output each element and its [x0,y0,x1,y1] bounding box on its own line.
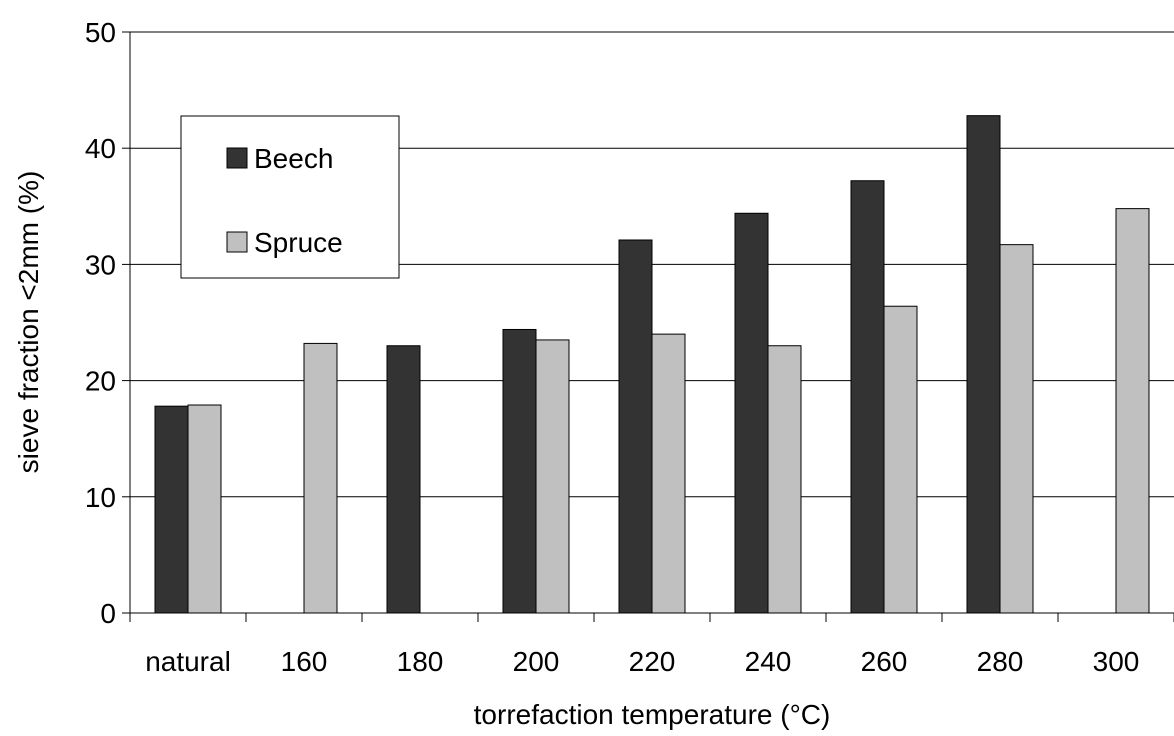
y-axis-title: sieve fraction <2mm (%) [13,171,44,474]
y-tick-label: 20 [85,366,116,397]
bar-beech-220 [618,239,653,614]
bar-beech-180 [386,345,421,614]
bar-beech-240 [734,212,769,614]
y-tick-labels: 0 10 20 30 40 50 [85,17,116,629]
bar-beech-280 [966,115,1001,614]
bar-spruce-160 [303,342,338,614]
legend: Beech Spruce [180,115,400,279]
x-tick-labels: natural 160 180 200 220 240 260 280 300 [145,646,1139,677]
bar-spruce-240 [767,345,802,614]
x-tick-label: 220 [629,646,676,677]
x-tick-label: 240 [745,646,792,677]
x-tick-label: 200 [513,646,560,677]
x-tick-label: 280 [977,646,1024,677]
legend-label-beech: Beech [254,143,333,174]
y-tick-label: 30 [85,249,116,280]
y-tick-label: 40 [85,133,116,164]
bar-spruce-200 [535,339,570,614]
bar-spruce-300 [1115,208,1150,614]
x-tick-label: 260 [861,646,908,677]
axes [122,31,1174,622]
y-tick-label: 50 [85,17,116,48]
bar-spruce-natural [187,404,222,614]
bar-beech-260 [850,180,885,614]
bar-beech-natural [154,405,189,614]
legend-swatch-spruce [226,231,248,253]
x-tick-label: 300 [1093,646,1140,677]
bar-spruce-260 [883,305,918,614]
bars [154,115,1150,614]
y-tick-label: 10 [85,482,116,513]
legend-label-spruce: Spruce [254,227,343,258]
x-tick-label: natural [145,646,231,677]
bar-spruce-280 [999,244,1034,614]
x-tick-label: 160 [281,646,328,677]
y-tick-label: 0 [100,598,116,629]
x-axis-title: torrefaction temperature (°C) [474,699,831,730]
x-tick-label: 180 [397,646,444,677]
bar-beech-200 [502,328,537,614]
bar-spruce-220 [651,333,686,614]
legend-box [180,115,400,279]
legend-swatch-beech [226,147,248,169]
